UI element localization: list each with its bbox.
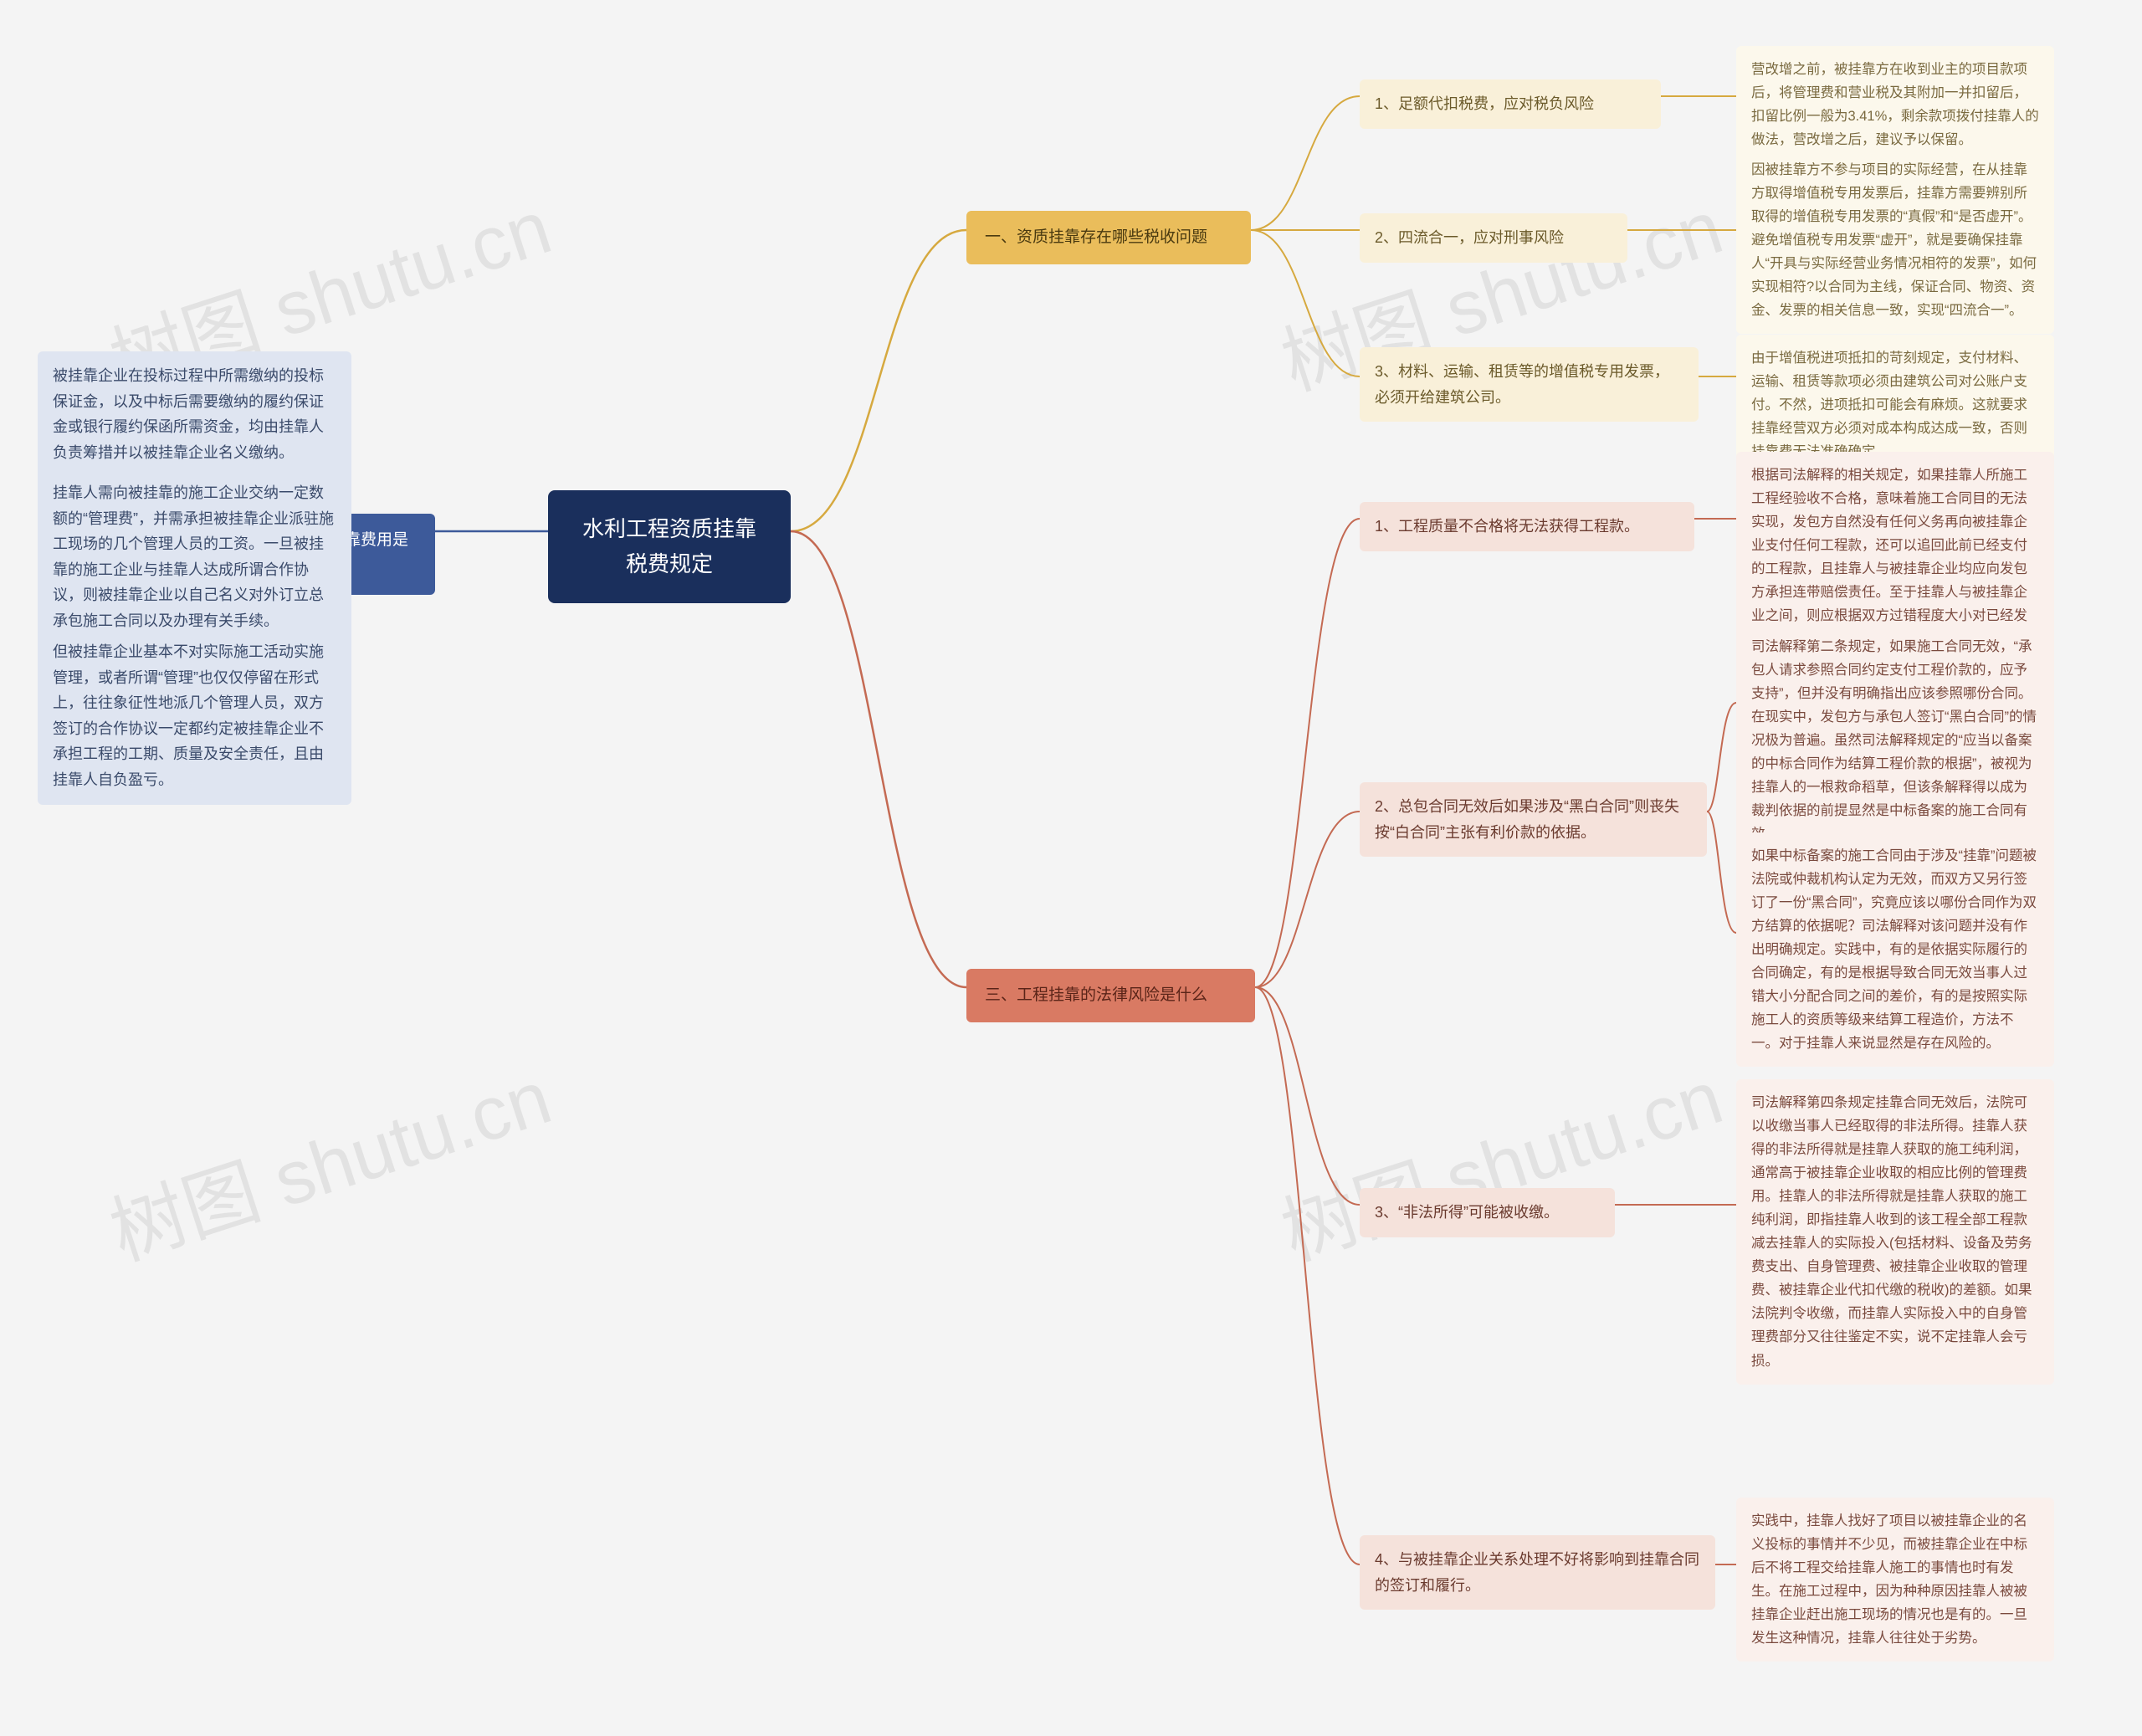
branch3-detail-3a: 司法解释第四条规定挂靠合同无效后，法院可以收缴当事人已经取得的非法所得。挂靠人获… bbox=[1736, 1079, 2054, 1385]
branch-1[interactable]: 一、资质挂靠存在哪些税收问题 bbox=[966, 211, 1251, 264]
branch1-leaf-1[interactable]: 1、足额代扣税费，应对税负风险 bbox=[1360, 79, 1661, 129]
watermark: 树图 shutu.cn bbox=[1266, 1037, 1734, 1281]
mindmap-canvas: 树图 shutu.cn 树图 shutu.cn 树图 shutu.cn 树图 s… bbox=[0, 0, 2142, 1736]
watermark: 树图 shutu.cn bbox=[95, 1037, 562, 1281]
branch3-detail-2a: 司法解释第二条规定，如果施工合同无效，“承包人请求参照合同约定支付工程价款的，应… bbox=[1736, 623, 2054, 858]
branch-3[interactable]: 三、工程挂靠的法律风险是什么 bbox=[966, 969, 1255, 1022]
branch3-leaf-4[interactable]: 4、与被挂靠企业关系处理不好将影响到挂靠合同的签订和履行。 bbox=[1360, 1535, 1715, 1610]
branch1-detail-2: 因被挂靠方不参与项目的实际经营，在从挂靠方取得增值税专用发票后，挂靠方需要辨别所… bbox=[1736, 146, 2054, 334]
branch2-leaf-1: 被挂靠企业在投标过程中所需缴纳的投标保证金，以及中标后需要缴纳的履约保证金或银行… bbox=[38, 351, 351, 477]
branch3-detail-2b: 如果中标备案的施工合同由于涉及“挂靠”问题被法院或仲裁机构认定为无效，而双方又另… bbox=[1736, 832, 2054, 1067]
branch3-leaf-1[interactable]: 1、工程质量不合格将无法获得工程款。 bbox=[1360, 502, 1694, 551]
branch2-leaf-3: 但被挂靠企业基本不对实际施工活动实施管理，或者所谓“管理”也仅仅停留在形式上，往… bbox=[38, 627, 351, 805]
root-node[interactable]: 水利工程资质挂靠税费规定 bbox=[548, 490, 791, 603]
branch3-detail-4a: 实践中，挂靠人找好了项目以被挂靠企业的名义投标的事情并不少见，而被挂靠企业在中标… bbox=[1736, 1498, 2054, 1662]
branch1-leaf-2[interactable]: 2、四流合一，应对刑事风险 bbox=[1360, 213, 1627, 263]
branch2-leaf-2: 挂靠人需向被挂靠的施工企业交纳一定数额的“管理费”，并需承担被挂靠企业派驻施工现… bbox=[38, 469, 351, 646]
branch3-leaf-3[interactable]: 3、“非法所得”可能被收缴。 bbox=[1360, 1188, 1615, 1237]
branch1-leaf-3[interactable]: 3、材料、运输、租赁等的增值税专用发票，必须开给建筑公司。 bbox=[1360, 347, 1699, 422]
branch3-leaf-2[interactable]: 2、总包合同无效后如果涉及“黑白合同”则丧失按“白合同”主张有利价款的依据。 bbox=[1360, 782, 1707, 857]
